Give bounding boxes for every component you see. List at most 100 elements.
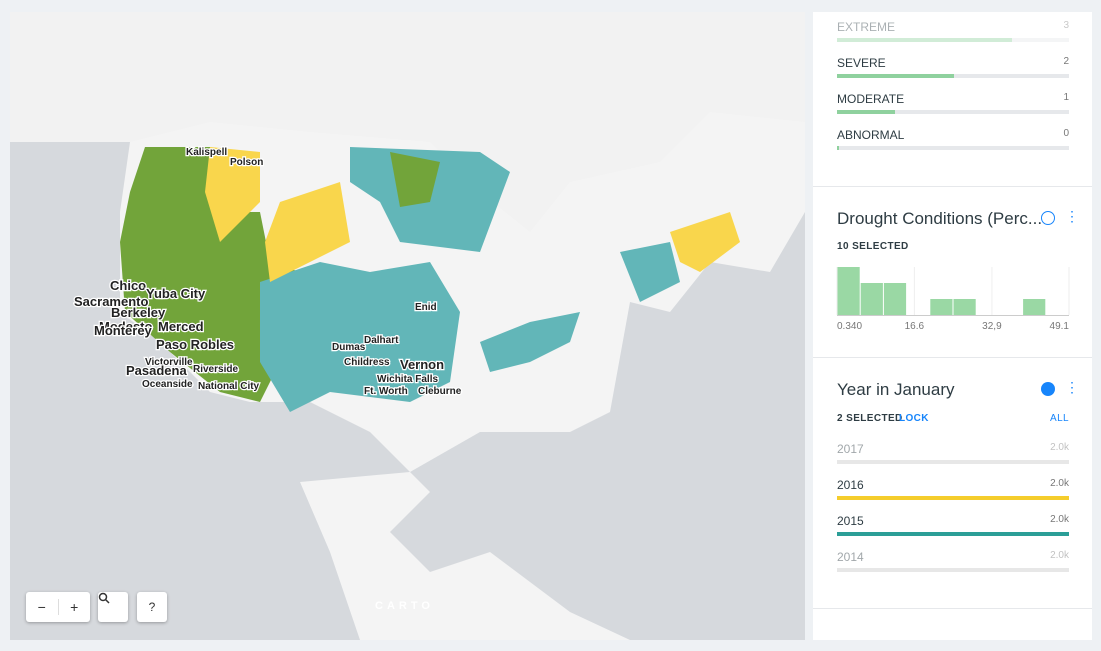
category-bar [837, 74, 954, 78]
drought-area [265, 182, 350, 282]
category-bar-track [837, 74, 1069, 78]
x-tick-label: 49.1 [1050, 321, 1070, 332]
map[interactable]: Kalispell Polson Chico Yuba City Sacramento B… [10, 12, 805, 640]
category-widget: EXTREME 3 SEVERE 2 MODERATE 1 ABNORMAL 0 [813, 12, 1092, 187]
widget-menu[interactable]: ⋮ [1065, 379, 1079, 395]
year-bar-track [837, 532, 1069, 536]
search-icon [98, 592, 110, 604]
map-label: Berkeley [111, 305, 166, 320]
sidebar: EXTREME 3 SEVERE 2 MODERATE 1 ABNORMAL 0 Drough… [813, 12, 1092, 640]
map-label: Riverside [193, 364, 238, 375]
map-label: Kalispell [186, 147, 227, 158]
year-bar [837, 460, 1069, 464]
category-item[interactable]: ABNORMAL 0 [837, 128, 1069, 150]
year-item[interactable]: 2014 2.0k [837, 550, 1069, 572]
year-count: 2.0k [1050, 478, 1069, 489]
zoom-controls: − + [26, 592, 90, 622]
histogram-widget: Drought Conditions (Perc... ⋮ 10 SELECTE… [813, 187, 1092, 358]
widget-title: Year in January [837, 380, 955, 399]
year-bar-track [837, 568, 1069, 572]
zoom-in-button[interactable]: + [70, 599, 79, 615]
histogram-bar [860, 283, 883, 315]
search-button[interactable] [98, 592, 128, 622]
category-label: SEVERE [837, 56, 886, 70]
map-label: Wichita Falls [377, 374, 438, 385]
color-toggle[interactable] [1041, 382, 1055, 396]
year-count: 2.0k [1050, 514, 1069, 525]
map-label: Oceanside [142, 379, 193, 390]
drought-area [120, 147, 300, 402]
histogram-bar [930, 299, 953, 315]
category-bar [837, 38, 1012, 42]
map-label: Monterey [94, 323, 153, 338]
land-mexico [300, 472, 630, 640]
category-item[interactable]: EXTREME 3 [837, 20, 1069, 42]
selection-count: 2 SELECTED [837, 413, 903, 424]
year-label: 2017 [837, 442, 864, 456]
category-item[interactable]: SEVERE 2 [837, 56, 1069, 78]
all-button[interactable]: ALL [1050, 413, 1069, 424]
land-north [10, 12, 805, 232]
map-label: National City [198, 381, 260, 392]
zoom-out-button[interactable]: − [26, 599, 59, 615]
color-toggle[interactable] [1041, 211, 1055, 225]
histogram-bar [883, 283, 907, 315]
category-label: MODERATE [837, 92, 905, 106]
year-item[interactable]: 2017 2.0k [837, 442, 1069, 464]
histogram: 0.340 16.6 32,9 49.1 [836, 267, 1070, 332]
category-label: EXTREME [837, 20, 896, 34]
year-item[interactable]: 2015 2.0k [837, 514, 1069, 536]
widget-menu[interactable]: ⋮ [1065, 208, 1079, 224]
map-label: Ft. Worth [364, 386, 408, 397]
map-label: Cleburne [418, 386, 462, 397]
year-widget: Year in January ⋮ 2 SELECTED LOCK ALL 20… [813, 358, 1092, 609]
map-label: Polson [230, 157, 263, 168]
year-label: 2015 [837, 514, 864, 528]
x-tick-label: 32,9 [982, 321, 1002, 332]
year-bar [837, 568, 1069, 572]
category-label: ABNORMAL [837, 128, 905, 142]
lock-button[interactable]: LOCK [899, 413, 929, 424]
map-label: Modesto [99, 319, 153, 334]
category-count: 1 [1063, 92, 1069, 103]
map-label: Sacramento [74, 294, 148, 309]
map-label: Pasadena [126, 363, 187, 378]
map-label: Vernon [400, 357, 444, 372]
year-bar-track [837, 460, 1069, 464]
year-bar-track [837, 496, 1069, 500]
category-bar-track [837, 146, 1069, 150]
map-label: Chico [110, 278, 146, 293]
category-bar-track [837, 110, 1069, 114]
category-count: 0 [1063, 128, 1069, 139]
help-button[interactable]: ? [137, 592, 167, 622]
map-label: Merced [158, 319, 204, 334]
drought-area [620, 242, 680, 302]
category-bar-track [837, 38, 1069, 42]
year-label: 2014 [837, 550, 864, 564]
year-bar [837, 496, 1069, 500]
histogram-bar [953, 299, 976, 315]
map-label: Enid [415, 302, 437, 313]
map-label: Dalhart [364, 335, 399, 346]
category-bar [837, 110, 896, 114]
category-count: 3 [1063, 20, 1069, 31]
year-count: 2.0k [1050, 550, 1069, 561]
category-item[interactable]: MODERATE 1 [837, 92, 1069, 114]
category-bar [837, 146, 839, 150]
drought-area [480, 312, 580, 372]
histogram-bar [837, 267, 860, 315]
year-count: 2.0k [1050, 442, 1069, 453]
map-label: Dumas [332, 342, 366, 353]
year-label: 2016 [837, 478, 864, 492]
drought-area [205, 147, 260, 242]
drought-area [260, 262, 460, 412]
selection-count: 10 SELECTED [837, 241, 909, 252]
year-item[interactable]: 2016 2.0k [837, 478, 1069, 500]
category-count: 2 [1063, 56, 1069, 67]
drought-area [670, 212, 740, 272]
map-label: Paso Robles [156, 337, 234, 352]
histogram-bar [1023, 299, 1046, 315]
map-label: Childress [344, 357, 390, 368]
year-bar [837, 532, 1069, 536]
